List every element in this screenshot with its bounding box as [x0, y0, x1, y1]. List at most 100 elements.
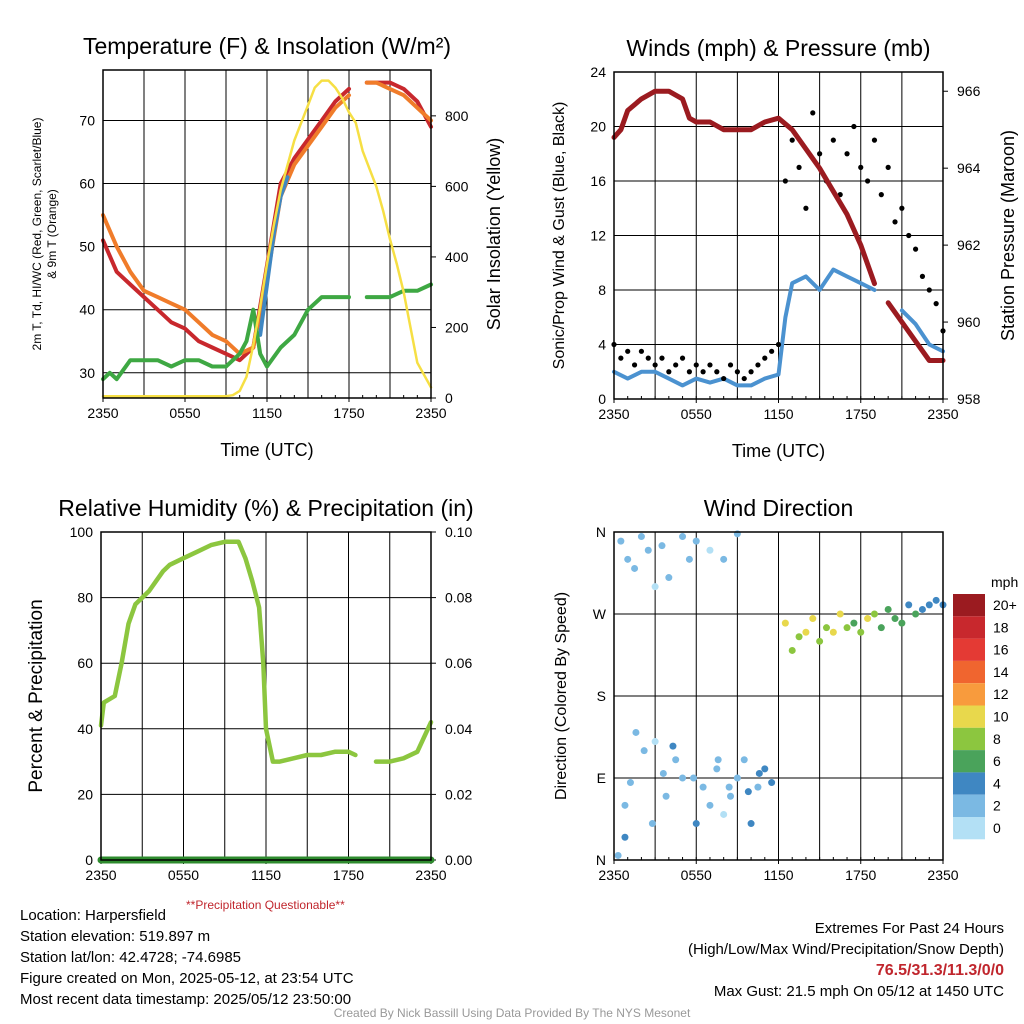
- panel4-direction-point: [614, 851, 622, 859]
- panel3-y2-tick-label: 0.10: [445, 524, 472, 540]
- panel2-y-tick-label: 12: [590, 228, 606, 244]
- panel4-direction-point: [891, 615, 899, 623]
- panel4-direction-point: [692, 820, 700, 828]
- panel2-y-tick-label: 16: [590, 173, 606, 189]
- panel2-gust-point: [762, 355, 768, 361]
- panel2-gust-point: [796, 164, 802, 170]
- panel1-x-tick-label: 0550: [169, 405, 200, 421]
- panel3-y-tick-label: 20: [77, 786, 93, 802]
- precip-questionable-note: **Precipitation Questionable**: [186, 898, 345, 912]
- panel4-direction-point: [651, 583, 659, 591]
- panel4-direction-point: [685, 555, 693, 563]
- panel4-x-tick-label: 1150: [763, 867, 793, 883]
- extremes-info: Extremes For Past 24 Hours (High/Low/Max…: [688, 918, 1004, 1002]
- panel4-title: Wind Direction: [704, 495, 854, 521]
- panel2-y-tick-label: 4: [598, 337, 606, 353]
- panel2-gust-point: [858, 164, 864, 170]
- panel4-x-tick-label: 2350: [598, 867, 629, 883]
- panel4-direction-point: [658, 542, 666, 550]
- panel2-series-station-pressure: [611, 88, 877, 287]
- panel1-x-tick-label: 2350: [87, 405, 118, 421]
- panel3-series-rh: [98, 539, 358, 764]
- panel4-direction-point: [659, 769, 667, 777]
- panel1-series-2m-td: [101, 295, 351, 382]
- panel1-y2-tick-label: 200: [445, 319, 469, 335]
- panel2-gust-point: [885, 164, 891, 170]
- panel1-series-hi-wc: [258, 175, 290, 337]
- panel4-direction-point: [706, 546, 714, 554]
- panel4-direction-point: [637, 533, 645, 541]
- panel4-direction-point: [631, 564, 639, 572]
- panel4-direction-point: [621, 833, 629, 841]
- panel2-y2-axis-label: Station Pressure (Maroon): [998, 130, 1018, 341]
- panel4-direction-point: [720, 555, 728, 563]
- panel3-y2-tick-label: 0.04: [445, 721, 472, 737]
- max-gust-text: Max Gust: 21.5 mph On 05/12 at 1450 UTC: [713, 983, 1004, 1000]
- panel3-y-tick-label: 0: [85, 852, 93, 868]
- panel1-y2-tick-label: 400: [445, 249, 469, 265]
- panel4-direction-point: [692, 537, 700, 545]
- panel1-x-tick-label: 1750: [333, 405, 364, 421]
- legend-label: 16: [993, 642, 1009, 658]
- panel4-direction-point: [706, 801, 714, 809]
- panel1-y-tick-label: 50: [79, 239, 95, 255]
- legend-swatch: [953, 727, 985, 751]
- legend-label: 4: [993, 775, 1001, 791]
- panel2-gust-point: [727, 362, 734, 368]
- legend-swatch: [953, 750, 985, 773]
- legend-swatch: [953, 705, 985, 728]
- panel4-direction-point: [632, 728, 640, 736]
- panel2-gust-point: [933, 301, 939, 307]
- panel4-direction-point: [836, 610, 844, 618]
- panel4-direction-point: [690, 774, 698, 782]
- panel4-direction-point: [640, 747, 648, 755]
- panel4-direction-point: [624, 555, 632, 563]
- panel4-direction-point: [725, 783, 733, 791]
- panel4-direction-point: [816, 637, 824, 645]
- panel1-series-9m-t: [101, 93, 351, 356]
- panel1-series-solar: [101, 79, 433, 398]
- panel1-frame: [102, 69, 432, 399]
- panel4-direction-point: [699, 783, 707, 791]
- legend-label: 8: [993, 731, 1001, 747]
- panel1-x-tick-label: 1150: [252, 405, 282, 421]
- panel3-title: Relative Humidity (%) & Precipitation (i…: [58, 495, 473, 521]
- panel4-direction-point: [662, 792, 670, 800]
- panel2-gust-point: [734, 369, 740, 375]
- panel4-direction-point: [733, 774, 741, 782]
- panel2-x-tick-label: 1750: [845, 406, 876, 422]
- panel4-direction-point: [795, 633, 803, 641]
- panel4-direction-point: [857, 628, 865, 636]
- panel4-direction-point: [727, 792, 735, 800]
- panel2-x-axis-label: Time (UTC): [732, 441, 825, 461]
- legend-swatch: [953, 817, 985, 840]
- extremes-subtitle: (High/Low/Max Wind/Precipitation/Snow De…: [688, 941, 1004, 958]
- panel1-series-2m-t: [101, 86, 351, 363]
- panel1-series-2m-td: [364, 282, 433, 300]
- panel2-y2-tick-label: 962: [957, 237, 981, 253]
- panel4-direction-point: [781, 619, 789, 627]
- panel3-x-tick-label: 2350: [85, 867, 116, 883]
- panel4-direction-point: [768, 779, 776, 787]
- legend-swatch: [953, 683, 985, 706]
- legend-swatch: [953, 772, 985, 795]
- recent-text: Most recent data timestamp: 2025/05/12 2…: [20, 991, 352, 1008]
- legend-label: 12: [993, 686, 1009, 702]
- panel2-gust-point: [638, 348, 645, 354]
- panel4-y-tick-label: N: [596, 852, 606, 868]
- panel2-series-station-pressure: [885, 300, 946, 363]
- panel2-gust-point: [659, 355, 665, 361]
- panel4-direction-point: [843, 624, 851, 632]
- panel2-gust-point: [693, 362, 699, 368]
- panel1-y2-tick-label: 600: [445, 178, 469, 194]
- panel3-y2-tick-label: 0.00: [445, 852, 472, 868]
- panel4-direction-point: [754, 783, 762, 791]
- panel3-x-tick-label: 1150: [251, 867, 281, 883]
- panel2-gust-point: [686, 369, 692, 375]
- panel2-gust-point: [775, 341, 782, 348]
- panel4-direction-point: [884, 605, 892, 613]
- panel1-series-9m-t: [364, 80, 433, 123]
- legend-label: 18: [993, 619, 1009, 635]
- panel3-y-axis-label: Percent & Precipitation: [26, 599, 47, 792]
- panel4-x-tick-label: 2350: [927, 867, 958, 883]
